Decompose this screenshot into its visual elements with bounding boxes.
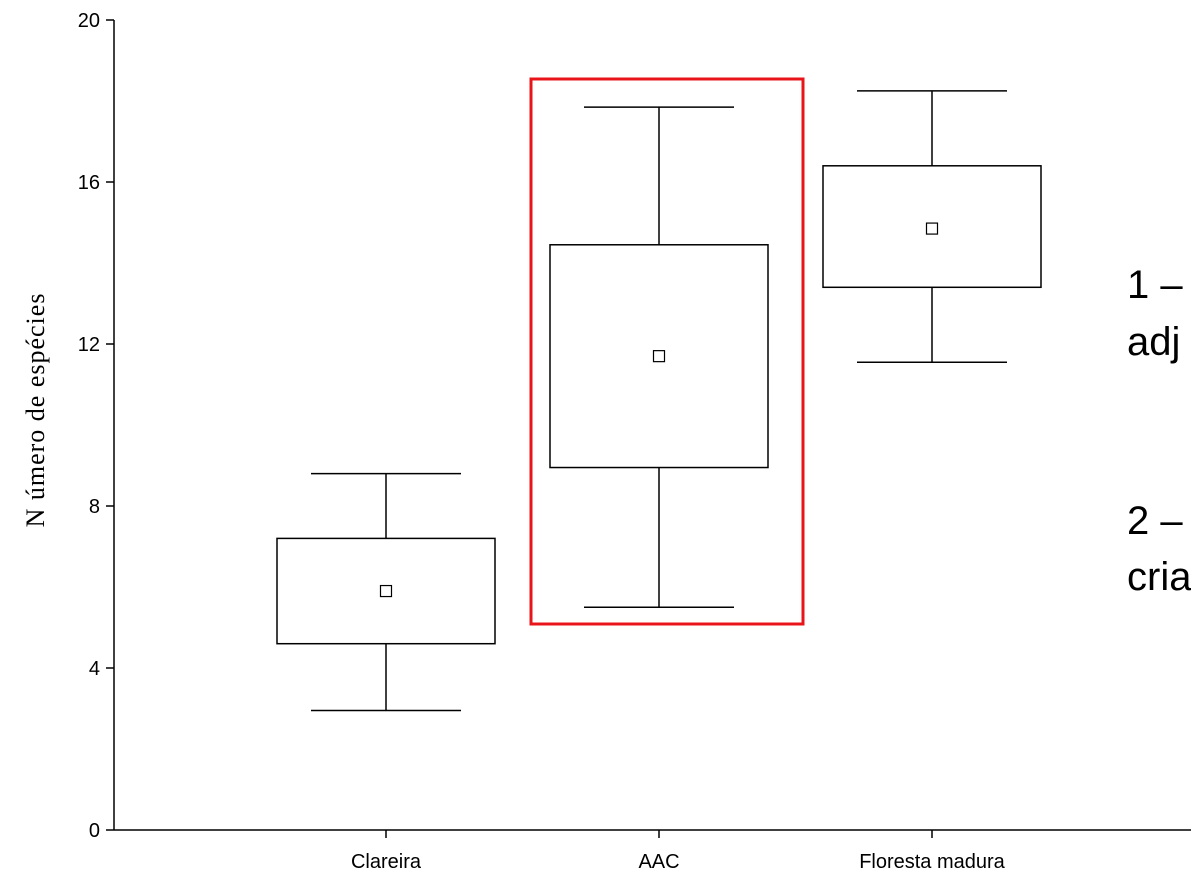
x-tick-label: Floresta madura [859, 851, 1005, 873]
annotation-4: cria [1127, 555, 1191, 599]
x-axis: Clareira AAC Floresta madura [114, 829, 1191, 873]
box-group [822, 90, 1042, 363]
y-tick-label: 8 [89, 496, 100, 518]
y-tick-label: 20 [78, 10, 100, 32]
y-tick-label: 0 [89, 820, 100, 842]
boxes [276, 90, 1042, 712]
y-ticks: 0 4 8 12 16 20 [78, 10, 114, 842]
box-group [549, 106, 769, 608]
x-ticks: Clareira AAC Floresta madura [351, 830, 1006, 873]
annotation-2: adj [1127, 320, 1180, 364]
box-group [276, 472, 496, 712]
y-tick-label: 4 [89, 658, 100, 680]
y-tick-label: 16 [78, 172, 100, 194]
highlight-rectangle [529, 77, 805, 626]
y-axis: 0 4 8 12 16 20 [78, 10, 115, 842]
annotation-1: 1 – [1127, 263, 1183, 307]
annotation-3: 2 – [1127, 499, 1183, 543]
x-tick-label: AAC [638, 851, 679, 873]
mean-marker [925, 222, 939, 235]
mean-marker [379, 584, 393, 598]
side-annotations: 1 – adj 2 – cria [1127, 263, 1191, 599]
x-tick-label: Clareira [351, 851, 422, 873]
y-tick-label: 12 [78, 334, 100, 356]
mean-marker [652, 350, 666, 363]
y-axis-label: N úmero de espécies [21, 293, 50, 528]
